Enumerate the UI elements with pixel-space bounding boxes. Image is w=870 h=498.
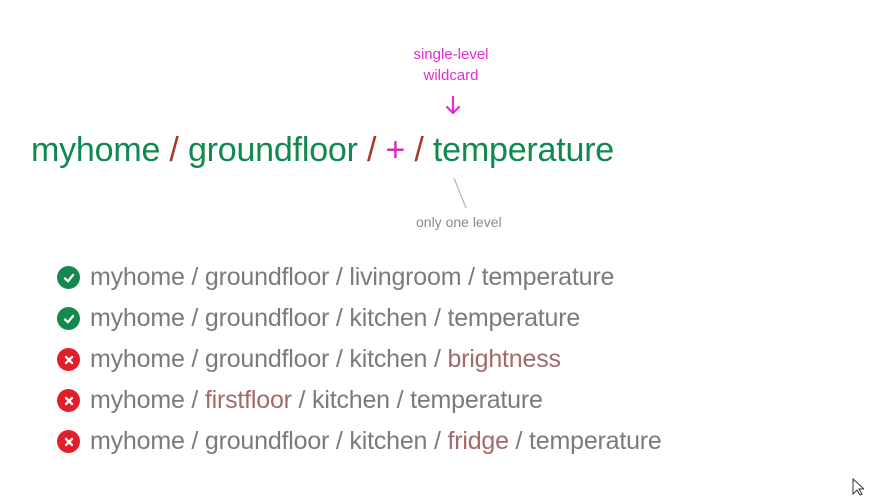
topic-separator: / (160, 131, 188, 169)
single-level-wildcard: + (385, 131, 406, 169)
single-level-label: single-level (413, 46, 489, 63)
x-circle-icon (57, 389, 80, 412)
check-circle-icon (57, 307, 80, 330)
topic-level-myhome: myhome (31, 131, 161, 169)
topic-level-temperature: temperature (432, 131, 615, 169)
matching-topic-row: myhome / groundfloor / livingroom / temp… (57, 257, 847, 298)
wildcard-label: wildcard (423, 67, 479, 84)
only-one-level-note: only one level (416, 214, 502, 230)
example-topic-text: myhome / firstfloor / kitchen / temperat… (90, 386, 543, 415)
non-matching-topic-row: myhome / groundfloor / kitchen / fridge … (57, 421, 847, 462)
check-circle-icon (57, 266, 80, 289)
mouse-cursor-icon (852, 478, 864, 496)
example-topic-text: myhome / groundfloor / kitchen / brightn… (90, 345, 561, 374)
topic-text-segment: / temperature (508, 427, 662, 455)
topic-text-segment: / kitchen / temperature (291, 386, 543, 414)
pointer-line (453, 177, 467, 209)
example-topic-text: myhome / groundfloor / livingroom / temp… (90, 263, 614, 292)
x-circle-icon (57, 348, 80, 371)
down-arrow-icon (445, 95, 461, 115)
topic-path: myhome / groundfloor / + / temperature (31, 125, 614, 175)
topic-separator: / (405, 131, 433, 169)
topic-text-segment: myhome / groundfloor / kitchen / tempera… (90, 304, 581, 332)
single-level-wildcard-note: single-level wildcard (385, 44, 517, 86)
topic-text-segment: myhome / (90, 386, 205, 414)
mismatched-topic-level: brightness (447, 345, 561, 373)
topic-text-segment: myhome / groundfloor / kitchen / (90, 345, 448, 373)
example-topic-list: myhome / groundfloor / livingroom / temp… (57, 257, 847, 462)
topic-level-groundfloor: groundfloor (187, 131, 358, 169)
example-topic-text: myhome / groundfloor / kitchen / fridge … (90, 427, 662, 456)
example-topic-text: myhome / groundfloor / kitchen / tempera… (90, 304, 580, 333)
topic-separator: / (357, 131, 386, 169)
non-matching-topic-row: myhome / firstfloor / kitchen / temperat… (57, 380, 847, 421)
non-matching-topic-row: myhome / groundfloor / kitchen / brightn… (57, 339, 847, 380)
mismatched-topic-level: fridge (447, 427, 509, 455)
matching-topic-row: myhome / groundfloor / kitchen / tempera… (57, 298, 847, 339)
topic-text-segment: myhome / groundfloor / kitchen / (90, 427, 448, 455)
x-circle-icon (57, 430, 80, 453)
topic-text-segment: myhome / groundfloor / livingroom / temp… (90, 263, 615, 291)
mismatched-topic-level: firstfloor (204, 386, 292, 414)
